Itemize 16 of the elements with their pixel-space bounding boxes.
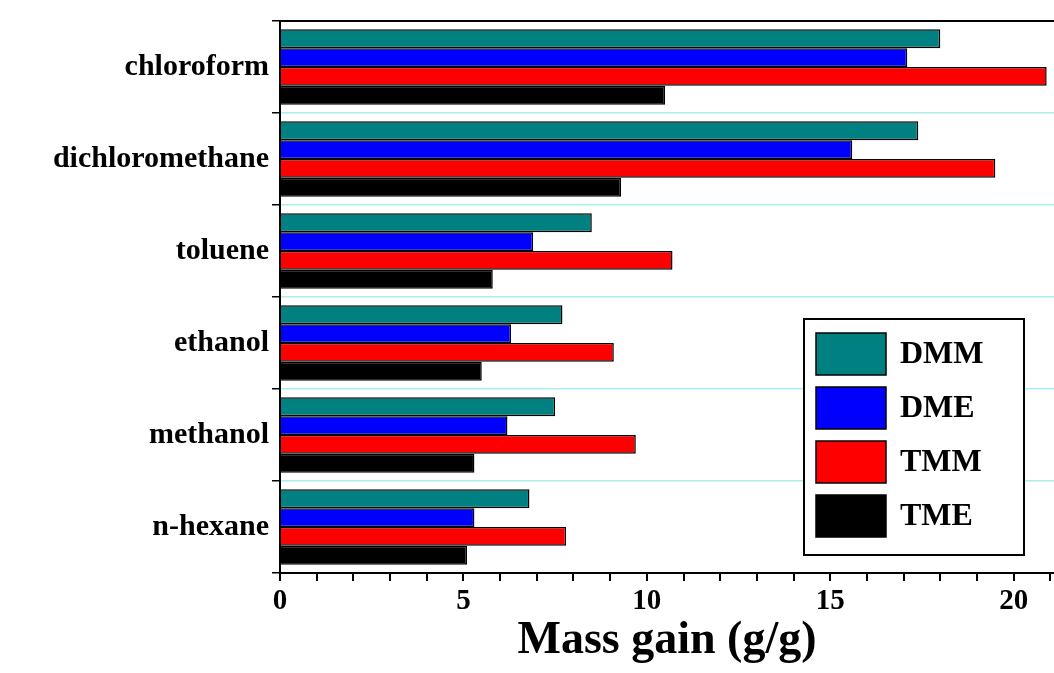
- legend-label: DME: [900, 388, 975, 425]
- x-tick-label: 15: [815, 582, 845, 615]
- y-tick-label: n-hexane: [152, 507, 269, 541]
- x-tick-label: 20: [999, 582, 1029, 615]
- legend-label: DMM: [900, 334, 984, 371]
- x-tick-label: 10: [632, 582, 662, 615]
- legend-label: TME: [900, 496, 973, 533]
- y-tick-label: toluene: [175, 231, 269, 265]
- legend-label: TMM: [900, 442, 982, 479]
- y-tick-label: methanol: [149, 415, 269, 449]
- x-tick-label: 5: [456, 582, 471, 615]
- y-tick-label: chloroform: [124, 47, 270, 81]
- y-tick-label: dichloromethane: [52, 139, 269, 173]
- x-tick-label: 0: [272, 582, 288, 615]
- x-axis-title: Mass gain (g/g): [517, 612, 817, 664]
- y-tick-label: ethanol: [173, 323, 269, 357]
